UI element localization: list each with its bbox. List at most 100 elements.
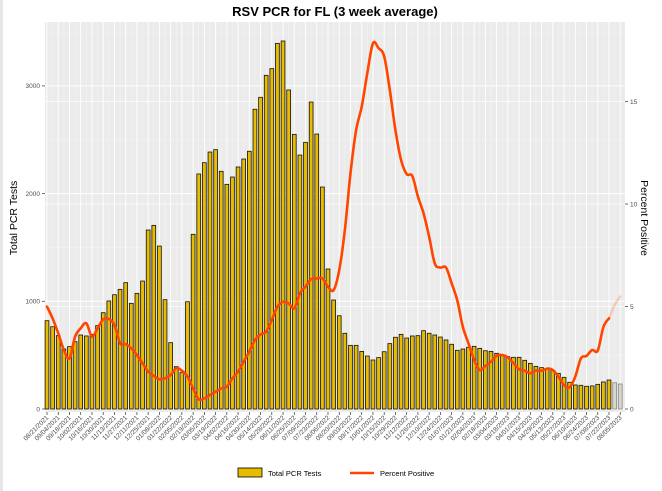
bar (173, 366, 179, 410)
bar (359, 350, 365, 410)
bar (432, 334, 438, 410)
bar (353, 344, 359, 410)
bar (213, 149, 218, 410)
bar (505, 356, 511, 410)
bar (460, 348, 466, 410)
y-axis-right-title: Percent Positive (638, 180, 650, 256)
bar (393, 336, 398, 410)
bar (95, 325, 100, 410)
bar (207, 151, 213, 410)
bar (247, 150, 252, 410)
bar (601, 381, 606, 410)
y-tick-label: 1000 (26, 299, 41, 306)
y-tick-label: 0 (36, 406, 40, 413)
y-right-tick-label: 10 (630, 201, 638, 208)
bar (145, 229, 151, 410)
bar (483, 350, 488, 410)
bar (488, 350, 494, 410)
bar (303, 141, 308, 410)
bar-series (44, 40, 623, 410)
legend-label-percent: Percent Positive (380, 469, 434, 478)
legend: Total PCR Tests Percent Positive (237, 467, 434, 478)
bar (415, 335, 421, 410)
bar (241, 158, 247, 410)
bar (128, 302, 134, 410)
bar (387, 343, 393, 410)
legend-bar-swatch (237, 467, 263, 478)
bar (331, 299, 336, 410)
bar (438, 336, 443, 410)
bar (398, 333, 404, 410)
bar (522, 359, 527, 410)
bar (606, 379, 612, 410)
bar (185, 301, 190, 410)
bar (112, 294, 117, 410)
bar (443, 339, 449, 410)
bar (252, 108, 258, 410)
y-axis-title: Total PCR Tests (8, 181, 20, 256)
legend-label-tests: Total PCR Tests (268, 469, 321, 478)
bar (230, 176, 235, 410)
bar (556, 372, 561, 410)
bar (511, 356, 516, 410)
bar (44, 320, 50, 410)
bar (572, 384, 578, 410)
chart-title: RSV PCR for FL (3 week average) (232, 4, 438, 19)
bar (325, 268, 331, 410)
y-axis-left: 0 1000 2000 3000 (26, 83, 45, 413)
bar (218, 170, 224, 410)
bar (89, 333, 95, 410)
bar (134, 292, 140, 410)
bar (67, 346, 72, 410)
bar (516, 356, 522, 410)
bar (179, 372, 185, 410)
y-right-tick-label: 15 (630, 99, 638, 106)
bar (567, 381, 572, 410)
bar (421, 330, 426, 410)
bar (78, 334, 84, 410)
bar (106, 300, 112, 410)
bar (286, 89, 291, 410)
bar (584, 385, 589, 410)
bar (477, 347, 483, 410)
bar (539, 367, 544, 410)
bar (224, 183, 230, 410)
line-series (45, 40, 622, 402)
bar (561, 376, 567, 410)
bar (370, 359, 376, 410)
bar (544, 368, 550, 410)
bar (404, 337, 409, 410)
bar (275, 42, 280, 410)
y-right-tick-label: 0 (630, 406, 634, 413)
bar (100, 312, 106, 410)
bar (595, 383, 601, 410)
bar (320, 186, 325, 410)
bar (50, 326, 55, 410)
bar (381, 351, 387, 410)
bar (409, 335, 415, 410)
bar (533, 365, 539, 410)
bar (376, 357, 381, 410)
y-tick-label: 2000 (26, 191, 41, 198)
bar (466, 346, 471, 410)
y-tick-label: 3000 (26, 83, 41, 90)
bar (117, 288, 123, 410)
bar (342, 332, 348, 410)
bar (471, 345, 477, 410)
bar (258, 96, 263, 410)
bar (578, 384, 584, 410)
bar (72, 341, 78, 410)
bar (269, 68, 275, 410)
bar (612, 382, 617, 410)
bar (61, 348, 67, 410)
bar (617, 383, 623, 410)
bar (151, 224, 157, 410)
bar (235, 166, 241, 410)
bar (494, 352, 499, 410)
bar (336, 315, 342, 410)
bar (499, 354, 505, 410)
bar (348, 344, 353, 410)
bar (202, 162, 207, 410)
bar (84, 335, 89, 410)
